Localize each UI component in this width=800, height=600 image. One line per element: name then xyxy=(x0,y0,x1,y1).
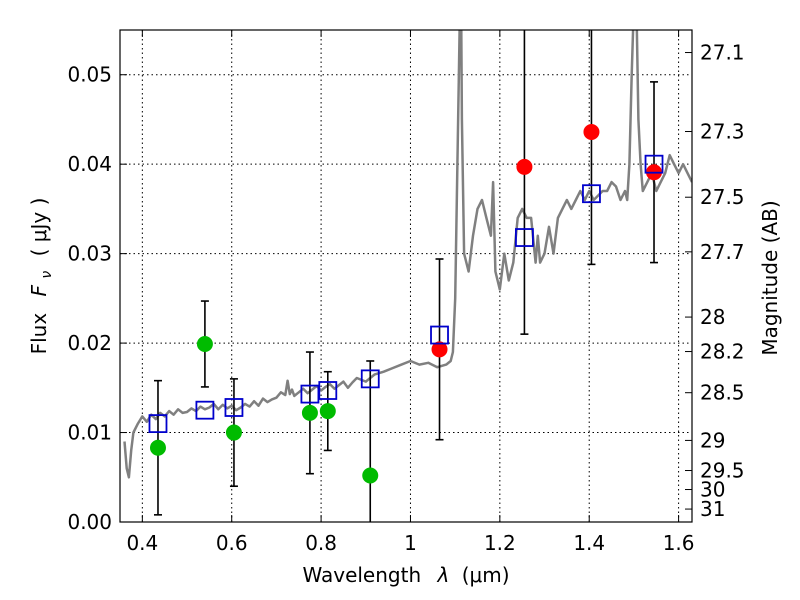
y-tick-label: 0.00 xyxy=(67,510,112,534)
model-photometry-square xyxy=(360,369,380,389)
model-photometry-square xyxy=(644,154,664,174)
hst-data-point xyxy=(362,467,379,484)
y2-axis-label: Magnitude (AB) xyxy=(758,200,782,355)
model-photometry-square xyxy=(582,184,601,204)
y2-tick-label: 28.2 xyxy=(700,340,745,364)
hst-data-point xyxy=(319,403,336,420)
y-tick-label: 0.02 xyxy=(67,331,112,355)
irac-data-point xyxy=(516,158,533,175)
y-tick-label: 0.05 xyxy=(67,63,112,87)
y2-tick-label: 28.5 xyxy=(700,381,745,405)
y2-tick-label: 27.7 xyxy=(700,240,745,264)
y-tick-label: 0.03 xyxy=(67,242,112,266)
y2-tick-label: 30 xyxy=(700,478,725,502)
hst-data-point xyxy=(225,424,242,441)
x-tick-label: 1.6 xyxy=(663,531,695,555)
y2-tick-label: 27.3 xyxy=(700,120,745,144)
x-tick-label: 0.8 xyxy=(305,531,337,555)
x-tick-label: 1 xyxy=(404,531,417,555)
x-tick-label: 1.4 xyxy=(573,531,605,555)
hst-data-point xyxy=(149,439,166,456)
model-photometry-square xyxy=(430,325,449,345)
x-axis-symbol: λ xyxy=(437,563,450,587)
irac-data-point xyxy=(583,123,600,140)
y2-tick-label: 29.5 xyxy=(700,459,745,483)
y2-tick-label: 27.5 xyxy=(700,185,745,209)
model-photometry-square xyxy=(195,400,215,420)
hst-data-point xyxy=(196,335,213,352)
y-axis-symbol-sub: ν xyxy=(39,271,55,279)
y-axis-label-text: Flux xyxy=(27,313,51,355)
y-axis-label: Flux F ν ( μJy ) xyxy=(27,198,56,355)
plot-frame xyxy=(119,29,693,523)
y2-tick-label: 27.1 xyxy=(700,41,745,65)
y2-tick-label: 31 xyxy=(700,497,725,521)
y2-tick-label: 29 xyxy=(700,428,725,452)
x-axis-unit: (μm) xyxy=(462,563,510,587)
markers xyxy=(148,30,664,522)
x-tick-label: 0.4 xyxy=(126,531,158,555)
y-axis-symbol: F xyxy=(27,284,51,296)
x-axis-label: Wavelength λ (μm) xyxy=(302,563,509,587)
model-photometry-square xyxy=(318,381,338,400)
hst-data-point xyxy=(301,404,318,421)
x-tick-label: 0.6 xyxy=(216,531,248,555)
model-photometry-square xyxy=(515,228,534,247)
y-axis-unit: ( μJy ) xyxy=(27,198,51,257)
x-tick-label: 1.2 xyxy=(484,531,516,555)
model-photometry-square xyxy=(224,398,244,417)
y2-tick-label: 28 xyxy=(700,305,725,329)
model-photometry-square xyxy=(148,414,168,434)
irac-data-point xyxy=(431,341,448,358)
y-tick-label: 0.01 xyxy=(67,421,112,445)
axes: 0.4 0.6 0.8 1 1.2 1.4 1.6 0.00 0.01 0.02 0.03 0.04 0… xyxy=(67,30,745,555)
y-tick-label: 0.04 xyxy=(67,152,112,176)
x-axis-label-text: Wavelength xyxy=(302,563,421,587)
